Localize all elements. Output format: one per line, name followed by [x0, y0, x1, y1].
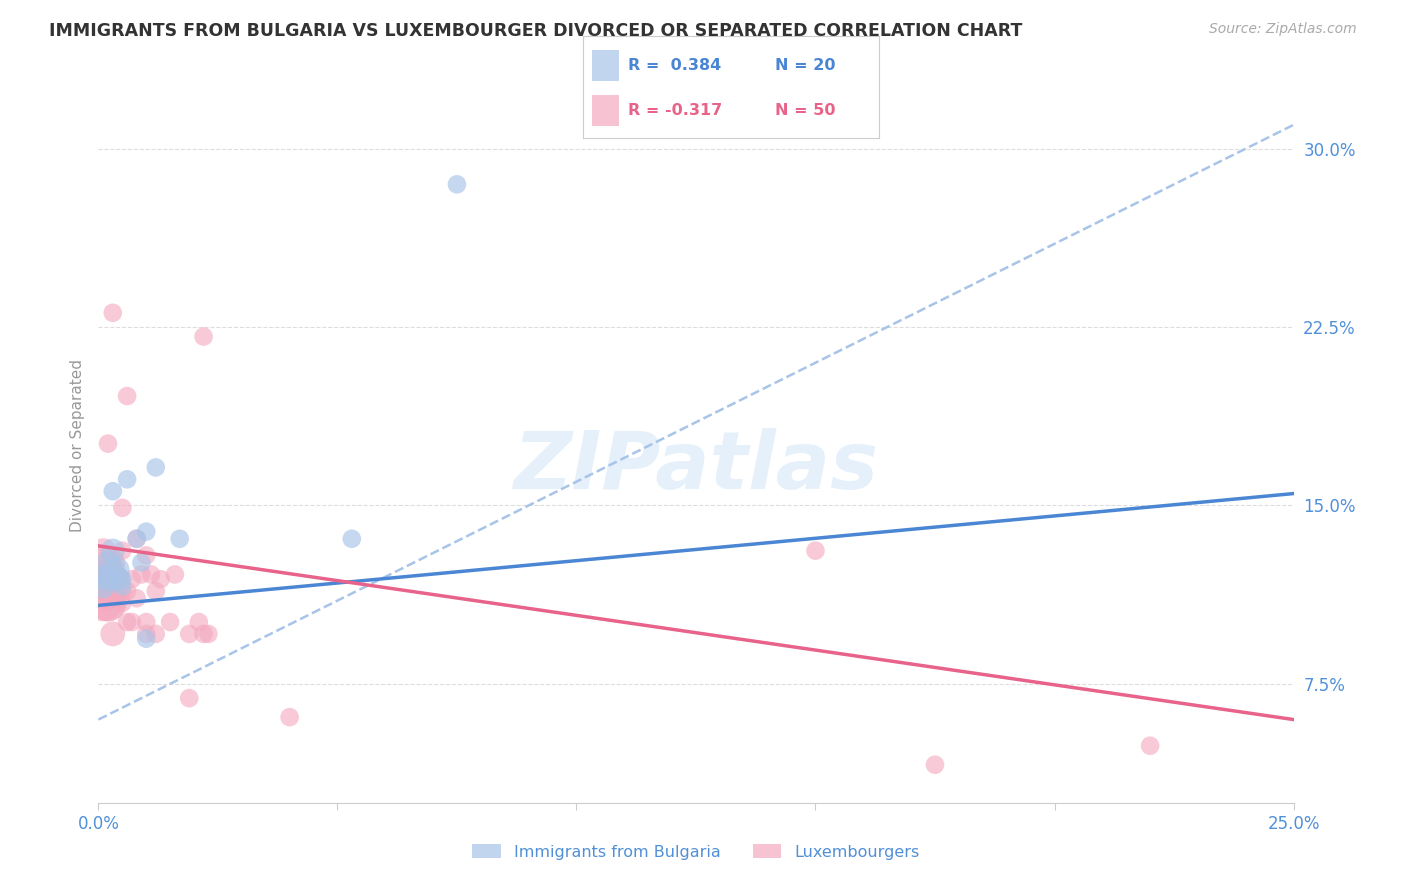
Point: [97, 584, 120, 599]
Point: [125, 591, 148, 606]
Point: [91, 586, 114, 600]
Text: R =  0.384: R = 0.384: [627, 58, 721, 73]
Point: [111, 500, 134, 515]
Point: [91, 572, 114, 586]
Point: [101, 627, 124, 641]
Point: [187, 615, 209, 629]
Point: [135, 615, 157, 629]
Point: [278, 710, 301, 724]
Point: [115, 615, 138, 629]
Point: [111, 572, 134, 586]
Point: [101, 563, 124, 577]
Point: [97, 436, 120, 450]
Point: [135, 549, 157, 563]
Point: [131, 556, 153, 570]
Point: [101, 567, 124, 582]
Point: [97, 556, 120, 570]
Point: [115, 389, 138, 403]
Point: [91, 596, 114, 610]
Y-axis label: Divorced or Separated: Divorced or Separated: [69, 359, 84, 533]
Point: [193, 329, 215, 343]
Point: [115, 472, 138, 486]
Point: [97, 572, 120, 586]
Point: [101, 543, 124, 558]
Bar: [592, 95, 619, 126]
Point: [97, 596, 120, 610]
Point: [107, 572, 129, 586]
Text: Source: ZipAtlas.com: Source: ZipAtlas.com: [1209, 22, 1357, 37]
Point: [924, 757, 946, 772]
Point: [446, 178, 468, 192]
Point: [101, 484, 124, 499]
Text: N = 50: N = 50: [776, 103, 837, 118]
Point: [135, 524, 157, 539]
Point: [91, 570, 114, 584]
Point: [139, 567, 162, 582]
Point: [193, 627, 215, 641]
Point: [159, 615, 181, 629]
Point: [101, 556, 124, 570]
Point: [91, 543, 114, 558]
Text: R = -0.317: R = -0.317: [627, 103, 723, 118]
Text: N = 20: N = 20: [776, 58, 837, 73]
Point: [1139, 739, 1161, 753]
Point: [149, 572, 172, 586]
Point: [145, 627, 167, 641]
Point: [111, 596, 134, 610]
Point: [111, 579, 134, 593]
Point: [101, 579, 124, 593]
Point: [107, 563, 129, 577]
Point: [169, 532, 191, 546]
Point: [131, 567, 153, 582]
Point: [111, 543, 134, 558]
Point: [115, 584, 138, 599]
Point: [163, 567, 186, 582]
Legend: Immigrants from Bulgaria, Luxembourgers: Immigrants from Bulgaria, Luxembourgers: [465, 838, 927, 866]
Point: [179, 691, 201, 706]
Point: [121, 572, 143, 586]
Point: [340, 532, 363, 546]
Point: [804, 543, 827, 558]
Text: IMMIGRANTS FROM BULGARIA VS LUXEMBOURGER DIVORCED OR SEPARATED CORRELATION CHART: IMMIGRANTS FROM BULGARIA VS LUXEMBOURGER…: [49, 22, 1022, 40]
Point: [97, 596, 120, 610]
Text: ZIPatlas: ZIPatlas: [513, 428, 879, 507]
Point: [197, 627, 219, 641]
Point: [125, 532, 148, 546]
Point: [145, 584, 167, 599]
Point: [121, 615, 143, 629]
Point: [101, 306, 124, 320]
Point: [91, 579, 114, 593]
Point: [135, 632, 157, 646]
Point: [135, 627, 157, 641]
Point: [125, 532, 148, 546]
Point: [111, 584, 134, 599]
Point: [179, 627, 201, 641]
Bar: [592, 50, 619, 81]
Point: [145, 460, 167, 475]
Point: [97, 572, 120, 586]
Point: [91, 556, 114, 570]
Point: [91, 572, 114, 586]
Point: [107, 572, 129, 586]
Point: [91, 579, 114, 593]
Point: [107, 584, 129, 599]
